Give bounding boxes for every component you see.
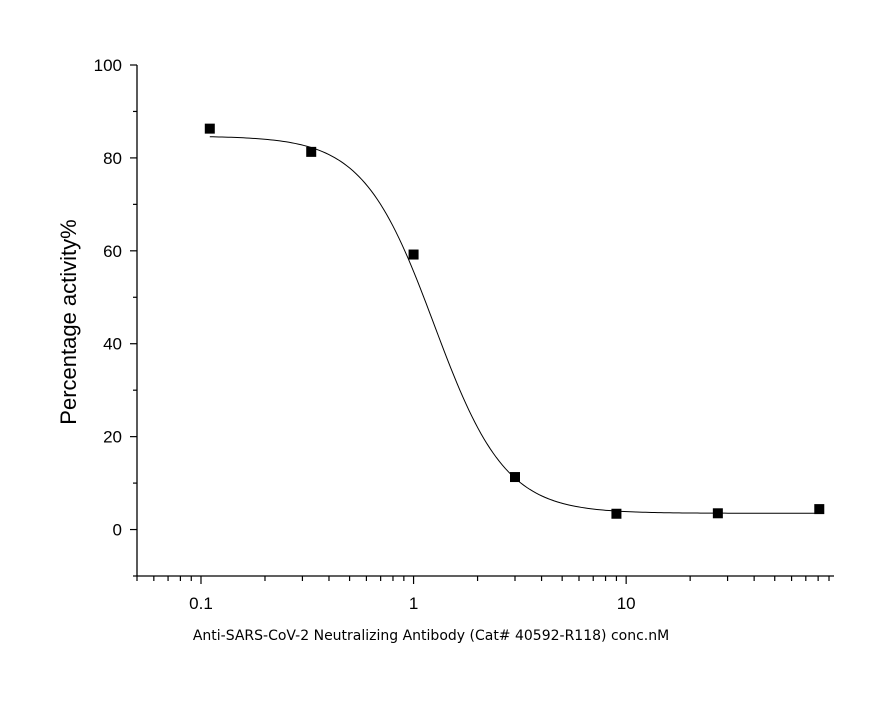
data-point — [814, 504, 825, 515]
x-tick-label: 1 — [409, 594, 418, 613]
y-tick-label: 20 — [103, 428, 122, 447]
x-tick-label: 10 — [617, 594, 636, 613]
data-point — [204, 123, 215, 134]
x-axis: 0.1 1 10 Anti-SARS-CoV-2 Neutralizing Anti… — [136, 575, 834, 644]
x-tick-label: 0.1 — [189, 594, 213, 613]
y-axis-label: Percentage activity% — [56, 219, 81, 424]
fit-curve — [209, 136, 820, 514]
y-axis: 0 20 40 60 80 100 Percentage activity% — [56, 56, 138, 577]
data-point — [510, 472, 521, 483]
data-points — [204, 123, 825, 519]
y-tick-label: 100 — [94, 56, 122, 75]
data-point — [408, 249, 419, 260]
y-tick-label: 40 — [103, 335, 122, 354]
y-tick-label: 0 — [113, 521, 122, 540]
plot-area — [204, 123, 825, 519]
y-tick-label: 80 — [103, 149, 122, 168]
x-axis-label: Anti-SARS-CoV-2 Neutralizing Antibody (C… — [193, 628, 669, 644]
y-tick-label: 60 — [103, 242, 122, 261]
data-point — [306, 146, 317, 157]
y-ticks: 0 20 40 60 80 100 — [94, 56, 137, 577]
data-point — [611, 508, 622, 519]
data-point — [712, 508, 723, 519]
x-ticks: 0.1 1 10 — [136, 576, 830, 613]
